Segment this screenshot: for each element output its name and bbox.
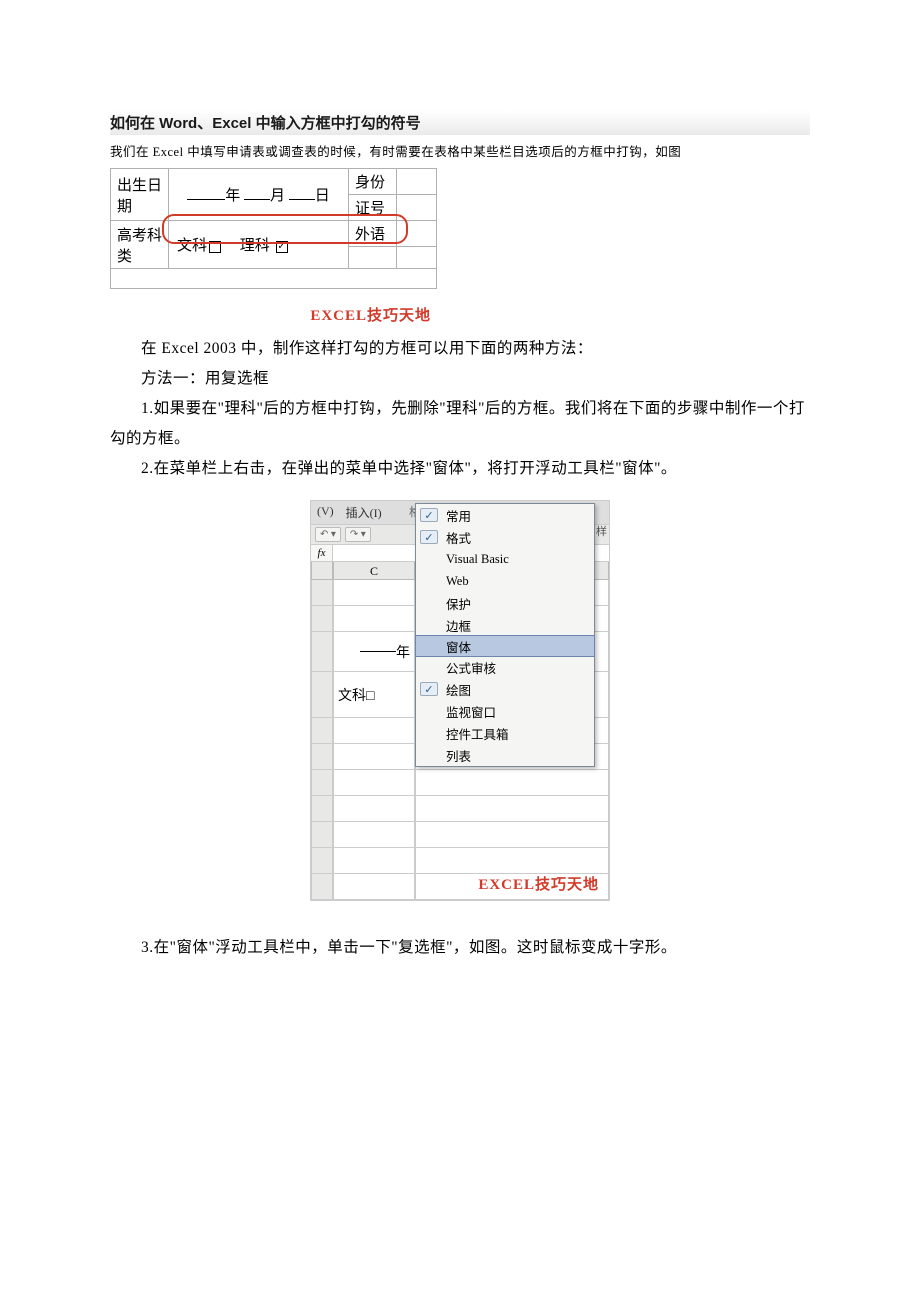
form-table: 出生日 期 年 月 日 身份 证号 高考科 类 文科: [110, 168, 437, 289]
label-id-a: 身份: [355, 175, 385, 191]
option-like: 理科: [240, 238, 270, 254]
ctxmenu-item[interactable]: 列表: [416, 744, 594, 766]
para-4: 2.在菜单栏上右击，在弹出的菜单中选择"窗体"，将打开浮动工具栏"窗体"。: [110, 454, 810, 484]
menu-view[interactable]: (V): [311, 501, 340, 524]
blank-day: [289, 186, 315, 200]
table-screenshot-1: 出生日 期 年 月 日 身份 证号 高考科 类 文科: [110, 168, 437, 329]
checkmark-icon: ✓: [420, 682, 438, 696]
checkmark-icon: ✓: [420, 530, 438, 544]
label-lang: 外语: [355, 227, 385, 243]
checkbox-like[interactable]: ✓: [276, 241, 288, 253]
option-wenke: 文科: [177, 238, 207, 254]
ctxmenu-item-label: Web: [438, 574, 469, 589]
intro-text: 我们在 Excel 中填写申请表或调查表的时候，有时需要在表格中某些栏目选项后的…: [110, 141, 810, 160]
menu-screenshot: (V) 插入(I) ↶ ▾ ↷ ▾ fx C 年 文科□: [110, 500, 810, 905]
fx-icon[interactable]: fx: [311, 545, 333, 561]
ctxmenu-item-label: 公式审核: [438, 658, 496, 677]
ctxmenu-item-label: 格式: [438, 528, 471, 547]
ctxmenu-item[interactable]: ✓常用: [416, 504, 594, 526]
ctxmenu-item-label: 监视窗口: [438, 702, 496, 721]
ctxmenu-item[interactable]: 保护: [416, 592, 594, 614]
ctxmenu-item[interactable]: Visual Basic: [416, 548, 594, 570]
ctxmenu-item-label: 边框: [438, 616, 471, 635]
ctxmenu-item-label: 常用: [438, 506, 471, 525]
toolbar-redo-icon[interactable]: ↷ ▾: [345, 527, 371, 542]
ctxmenu-item-label: Visual Basic: [438, 552, 509, 567]
watermark-2: EXCEL技巧天地: [478, 873, 599, 894]
ctxmenu-item-label: 绘图: [438, 680, 471, 699]
checkbox-wenke[interactable]: [209, 241, 221, 253]
ctxmenu-item[interactable]: 窗体: [415, 635, 595, 657]
page-title: 如何在 Word、Excel 中输入方框中打勾的符号: [110, 110, 810, 135]
article-body-2: 3.在"窗体"浮动工具栏中，单击一下"复选框"，如图。这时鼠标变成十字形。: [110, 933, 810, 963]
article-body: 在 Excel 2003 中，制作这样打勾的方框可以用下面的两种方法： 方法一：…: [110, 334, 810, 484]
ctxmenu-item[interactable]: 控件工具箱: [416, 722, 594, 744]
toolbar-right-edge: 样: [596, 523, 607, 539]
watermark-1: EXCEL技巧天地: [310, 304, 431, 325]
menu-insert[interactable]: 插入(I): [340, 501, 388, 524]
ctxmenu-item[interactable]: 公式审核: [416, 656, 594, 678]
blank-year: [187, 186, 225, 200]
ctxmenu-item[interactable]: 监视窗口: [416, 700, 594, 722]
ctxmenu-item[interactable]: ✓格式: [416, 526, 594, 548]
ctxmenu-item-label: 列表: [438, 746, 471, 765]
ctxmenu-item[interactable]: 边框: [416, 614, 594, 636]
ctxmenu-item[interactable]: Web: [416, 570, 594, 592]
para-5: 3.在"窗体"浮动工具栏中，单击一下"复选框"，如图。这时鼠标变成十字形。: [110, 933, 810, 963]
ctxmenu-item-label: 保护: [438, 594, 471, 613]
cell-wenke[interactable]: 文科□: [333, 672, 415, 718]
col-c[interactable]: C: [333, 562, 415, 580]
toolbar-context-menu: ✓常用✓格式Visual BasicWeb保护边框窗体公式审核✓绘图监视窗口控件…: [415, 503, 595, 767]
unit-month: 月: [270, 188, 285, 204]
unit-day: 日: [315, 188, 330, 204]
para-2: 方法一：用复选框: [110, 364, 810, 394]
label-subject-a: 高考科: [117, 228, 162, 244]
cell-year[interactable]: 年: [333, 632, 415, 672]
ctxmenu-item[interactable]: ✓绘图: [416, 678, 594, 700]
label-id-b: 证号: [355, 201, 385, 217]
ctxmenu-item-label: 控件工具箱: [438, 724, 509, 743]
checkmark-icon: ✓: [420, 508, 438, 522]
unit-year: 年: [225, 188, 240, 204]
label-birthdate-a: 出生日: [117, 178, 162, 194]
para-1: 在 Excel 2003 中，制作这样打勾的方框可以用下面的两种方法：: [110, 334, 810, 364]
label-birthdate-b: 期: [117, 199, 132, 215]
ctxmenu-item-label: 窗体: [438, 637, 471, 656]
label-subject-b: 类: [117, 249, 132, 265]
para-3: 1.如果要在"理科"后的方框中打钩，先删除"理科"后的方框。我们将在下面的步骤中…: [110, 394, 810, 454]
toolbar-undo-icon[interactable]: ↶ ▾: [315, 527, 341, 542]
blank-month: [244, 186, 270, 200]
